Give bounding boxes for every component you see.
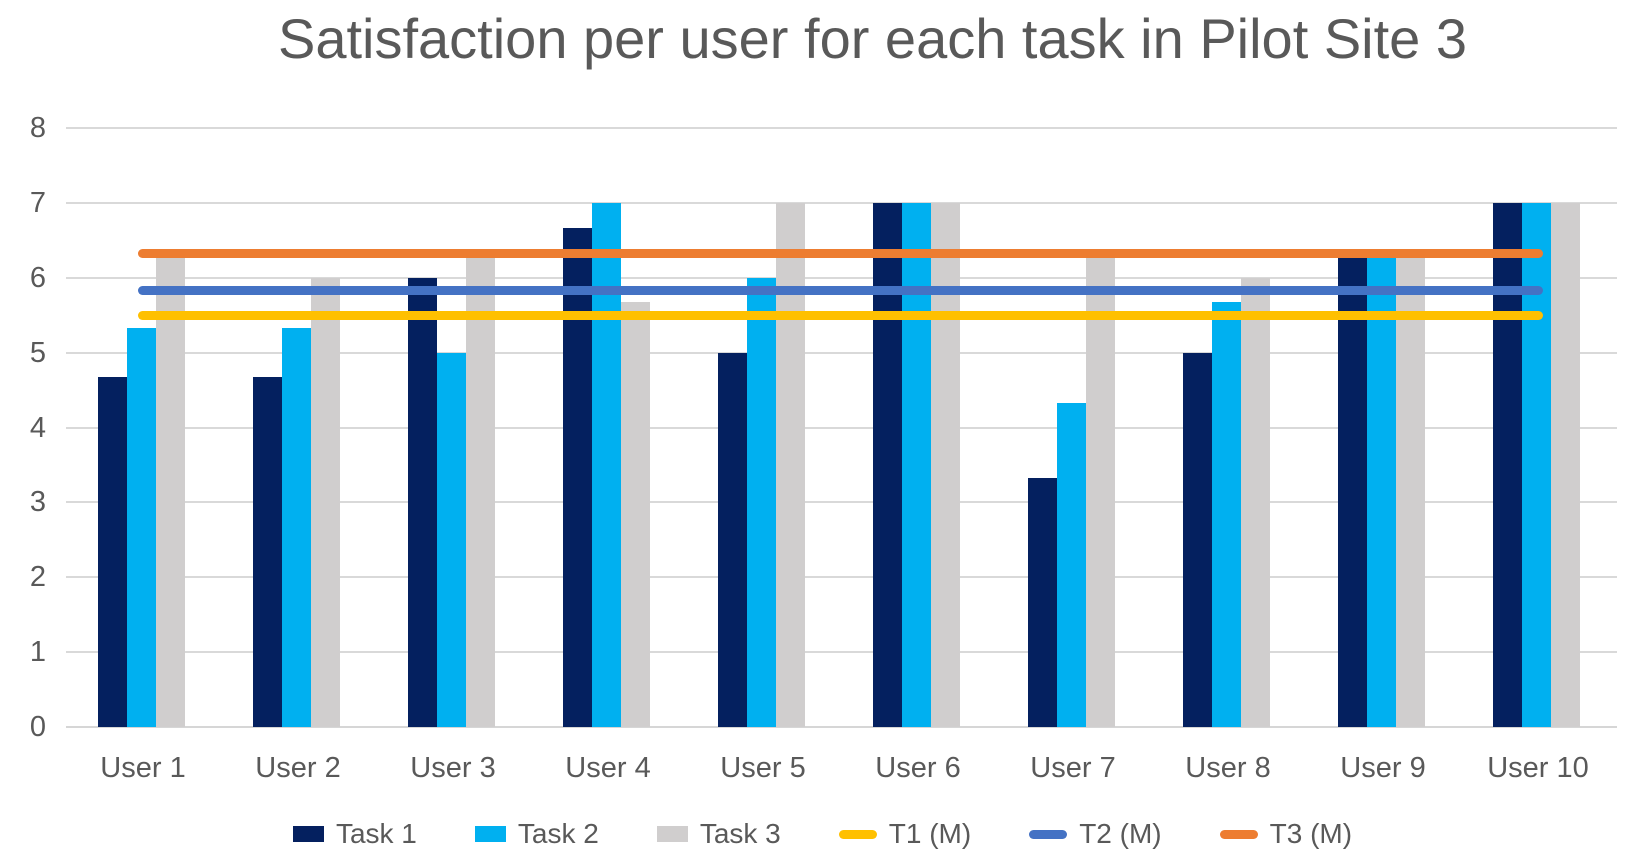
bar-task-3-user-9: [1396, 253, 1425, 727]
gridline-1: [66, 651, 1617, 654]
legend-label: Task 2: [517, 818, 599, 849]
y-axis-tick-label: 4: [29, 411, 46, 444]
y-axis-tick-label: 1: [29, 636, 46, 669]
x-axis-category-label: User 3: [410, 752, 496, 784]
chart-title: Satisfaction per user for each task in P…: [277, 7, 1468, 70]
y-axis-tick-label: 3: [29, 486, 46, 519]
gridline-7: [66, 201, 1617, 204]
bar-task-1-user-4: [563, 227, 592, 727]
gridline-2: [66, 576, 1617, 579]
x-axis-line: [66, 726, 1617, 728]
legend-swatch-task-3: [656, 826, 688, 842]
y-axis-tick-label: 5: [29, 336, 46, 369]
legend-item-t2-m: T2 (M): [1029, 818, 1162, 850]
bar-task-3-user-8: [1241, 277, 1270, 727]
x-axis-category-label: User 10: [1487, 752, 1589, 784]
gridline-3: [66, 501, 1617, 504]
legend-swatch-task-2: [474, 826, 506, 842]
gridline-4: [66, 426, 1617, 429]
x-axis-category-label: User 4: [565, 752, 651, 784]
bar-task-1-user-8: [1183, 352, 1212, 727]
bar-task-1-user-6: [873, 202, 902, 727]
bar-task-1-user-7: [1028, 477, 1057, 727]
bar-task-1-user-5: [718, 352, 747, 727]
bar-task-2-user-3: [437, 352, 466, 727]
x-axis-category-label: User 2: [255, 752, 341, 784]
legend-label: T2 (M): [1079, 818, 1162, 849]
legend-item-task-1: Task 1: [292, 818, 417, 850]
bar-task-2-user-5: [747, 277, 776, 727]
bar-task-1-user-1: [98, 377, 127, 727]
legend-label: Task 3: [699, 818, 781, 849]
legend-label: T1 (M): [888, 818, 972, 849]
bar-task-3-user-1: [156, 253, 185, 727]
gridline-8: [66, 127, 1617, 129]
bar-task-3-user-2: [311, 277, 340, 727]
gridline-6: [66, 276, 1617, 279]
legend-item-task-2: Task 2: [474, 818, 599, 850]
bar-task-2-user-2: [282, 327, 311, 727]
bar-task-1-user-2: [253, 377, 282, 727]
y-axis-tick-label: 0: [29, 711, 46, 743]
median-line-t3-m: [138, 248, 1543, 258]
legend-swatch-t1-m: [838, 829, 877, 839]
x-axis-category-label: User 5: [720, 752, 806, 784]
x-axis-category-label: User 6: [875, 752, 961, 784]
bar-task-2-user-9: [1367, 253, 1396, 727]
bar-task-1-user-10: [1493, 202, 1522, 727]
bar-task-3-user-5: [776, 202, 805, 727]
x-axis-category-label: User 8: [1185, 752, 1271, 784]
bar-task-3-user-10: [1551, 202, 1580, 727]
x-axis-category-label: User 9: [1340, 752, 1426, 784]
bar-task-3-user-6: [931, 202, 960, 727]
gridline-5: [66, 351, 1617, 354]
bar-task-2-user-7: [1057, 402, 1086, 727]
x-axis-category-label: User 1: [100, 752, 186, 784]
y-axis-tick-label: 2: [29, 561, 46, 594]
bar-task-2-user-8: [1212, 302, 1241, 727]
legend-label: Task 1: [335, 818, 417, 849]
bar-task-3-user-4: [621, 302, 650, 727]
y-axis-tick-label: 7: [29, 186, 46, 219]
y-axis-tick-label: 6: [29, 261, 46, 294]
x-axis-category-label: User 7: [1030, 752, 1116, 784]
bar-task-1-user-3: [408, 277, 437, 727]
legend-item-task-3: Task 3: [656, 818, 781, 850]
bar-task-2-user-1: [127, 327, 156, 727]
legend-label: T3 (M): [1269, 818, 1353, 849]
bar-task-2-user-4: [592, 202, 621, 727]
bar-task-3-user-7: [1086, 253, 1115, 727]
bar-task-3-user-3: [466, 253, 495, 727]
legend-swatch-t2-m: [1029, 829, 1068, 839]
y-axis-tick-label: 8: [29, 112, 46, 144]
bar-task-1-user-9: [1338, 253, 1367, 727]
legend-swatch-t3-m: [1219, 829, 1258, 839]
median-line-t1-m: [138, 310, 1543, 320]
legend-swatch-task-1: [292, 826, 324, 842]
legend: Task 1 Task 2 Task 3 T1 (M) T2 (M) T3 (M): [0, 818, 1645, 850]
bar-task-2-user-6: [902, 202, 931, 727]
legend-item-t1-m: T1 (M): [838, 818, 972, 850]
legend-item-t3-m: T3 (M): [1219, 818, 1353, 850]
bar-task-2-user-10: [1522, 202, 1551, 727]
median-line-t2-m: [138, 285, 1543, 295]
